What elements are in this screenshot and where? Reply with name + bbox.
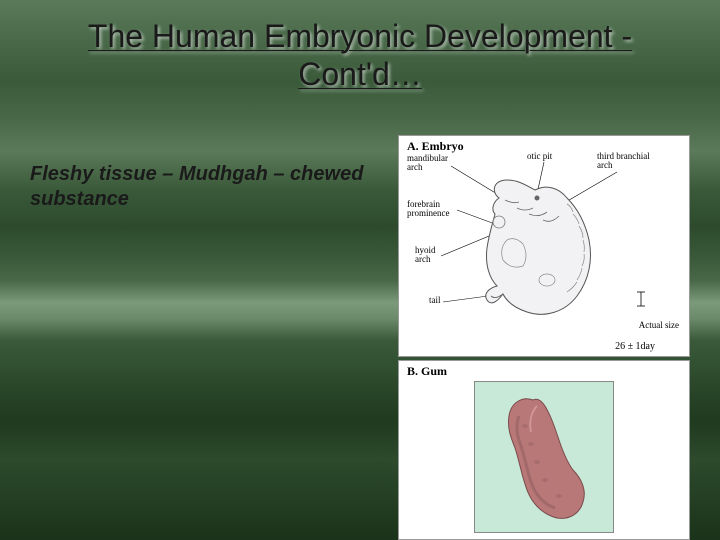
figure-b-heading: B. Gum [399, 361, 689, 379]
embryo-otic-pit [535, 196, 540, 201]
gum-image-box [474, 381, 614, 533]
figure-a-caption: 26 ± 1day [615, 341, 655, 352]
slide: The Human Embryonic Development - Cont'd… [0, 0, 720, 540]
figure-a-embryo: A. Embryo mandibulararch otic pit third … [398, 135, 690, 357]
figure-area: A. Embryo mandibulararch otic pit third … [398, 135, 690, 540]
slide-body-text: Fleshy tissue – Mudhgah – chewed substan… [30, 162, 390, 212]
slide-title: The Human Embryonic Development - Cont'd… [0, 18, 720, 94]
embryo-diagram [399, 152, 691, 332]
gum-shape [475, 382, 615, 534]
actual-size-marker [637, 292, 645, 306]
figure-a-actual-size: Actual size [639, 320, 679, 330]
figure-b-gum: B. Gum [398, 360, 690, 540]
